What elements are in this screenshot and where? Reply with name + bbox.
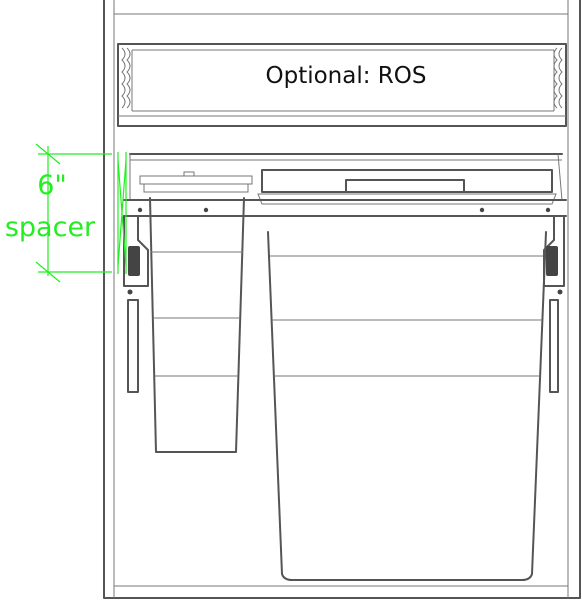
cabinet-frame [103, 0, 581, 599]
mounting-crossbar [123, 199, 567, 217]
large-bin-handle [345, 179, 465, 193]
shelf-right-hooks [553, 47, 563, 109]
optional-ros-shelf: Optional: ROS [117, 43, 567, 127]
pullout-top-rail [129, 153, 563, 201]
shelf-left-hooks [121, 47, 131, 109]
left-slide-hardware [123, 215, 149, 393]
large-waste-bin [257, 169, 557, 581]
spacer-size-label: 6" [37, 170, 67, 201]
optional-ros-label: Optional: ROS [266, 63, 427, 89]
spacer-word-label: spacer [5, 212, 96, 243]
spacer-dimension: 6" spacer [5, 143, 127, 283]
small-waste-bin [139, 171, 253, 453]
right-slide-hardware [543, 215, 565, 393]
